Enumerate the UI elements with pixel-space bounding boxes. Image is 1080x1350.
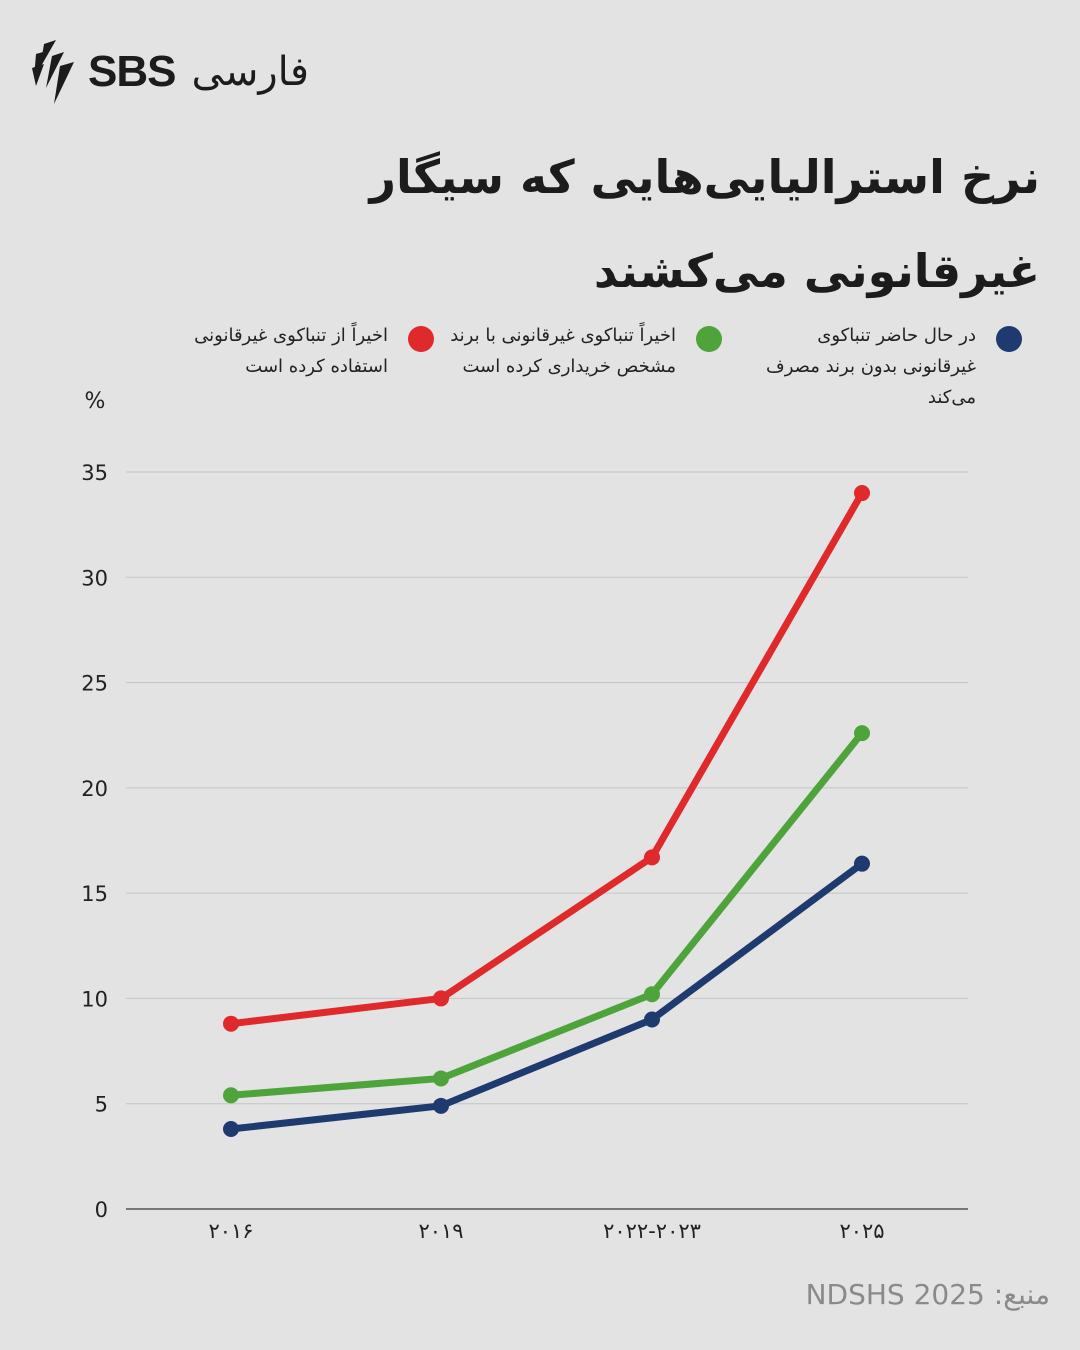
source-note: منبع: NDSHS 2025 [805,1278,1050,1311]
y-axis-unit-label: % [85,389,106,414]
series-line-green [227,729,866,1099]
legend-item-branded: اخیراً تنباکوی غیرقانونی با برند مشخص خر… [446,320,722,382]
legend-dot-red [408,326,434,352]
sbs-logo: SBS فارسی [30,38,309,106]
y-tick-label: 35 [81,461,108,485]
legend-item-unbranded: در حال حاضر تنباکوی غیرقانونی بدون برند … [746,320,1022,413]
data-point-green [644,986,660,1003]
series-line-navy [227,860,866,1133]
logo-language-text: فارسی [191,49,309,95]
y-tick-label: 25 [81,672,108,696]
legend-label-used: اخیراً از تنباکوی غیرقانونی استفاده کرده… [194,325,388,377]
data-point-red [644,849,660,866]
y-tick-label: 0 [95,1198,108,1222]
data-point-navy [433,1097,449,1114]
y-tick-label: 20 [81,777,108,801]
y-tick-label: 30 [81,566,108,590]
legend-dot-navy [996,326,1022,352]
data-point-red [223,1015,239,1032]
data-point-red [433,990,449,1007]
data-point-green [223,1087,239,1104]
legend-label-unbranded: در حال حاضر تنباکوی غیرقانونی بدون برند … [766,325,976,408]
sbs-stripes-icon [32,40,74,104]
logo-brand-text: SBS [88,47,176,96]
data-point-green [433,1070,449,1087]
legend-label-branded: اخیراً تنباکوی غیرقانونی با برند مشخص خر… [450,325,676,377]
y-tick-label: 10 [81,987,108,1011]
legend-item-used: اخیراً از تنباکوی غیرقانونی استفاده کرده… [158,320,434,382]
chart-title: نرخ استرالیایی‌هایی که سیگار غیرقانونی م… [369,150,1040,298]
x-tick-label: ۲۰۱۹ [418,1219,463,1243]
data-point-navy [854,855,870,872]
y-tick-label: 15 [81,882,108,906]
x-tick-label: ۲۰۲۵ [839,1219,884,1243]
x-tick-label: ۲۰۲۲-۲۰۲۳ [603,1219,701,1243]
data-point-red [854,485,870,502]
data-point-navy [644,1011,660,1028]
x-tick-label: ۲۰۱۶ [208,1219,253,1243]
legend-dot-green [696,326,722,352]
data-point-green [854,725,870,742]
series-line-red [227,489,866,1028]
y-tick-label: 5 [95,1093,108,1117]
data-point-navy [223,1120,239,1137]
